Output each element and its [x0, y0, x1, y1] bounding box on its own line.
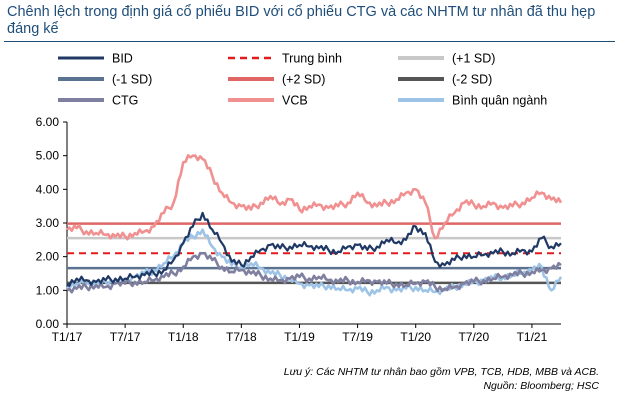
series-line-b-nh-qu-n-ng-nh	[66, 228, 563, 297]
x-tick-label: T7/20	[458, 330, 489, 344]
series-line-ctg	[66, 251, 562, 294]
x-tick-label: T1/20	[400, 330, 431, 344]
source-text: Nguồn: Bloomberg; HSC	[483, 380, 599, 392]
legend-label: (-2 SD)	[452, 73, 492, 87]
legend-label: (+2 SD)	[282, 73, 325, 87]
series-lines	[66, 154, 563, 297]
x-tick-label: T1/17	[52, 330, 83, 344]
legend-label: (-1 SD)	[112, 73, 152, 87]
x-tick-label: T7/18	[226, 330, 257, 344]
note-text: Lưu ý: Các NHTM tư nhân bao gồm VPB, TCB…	[283, 366, 599, 378]
y-tick-label: 2.00	[36, 250, 60, 264]
x-tick-label: T7/19	[342, 330, 373, 344]
series-line-bid	[66, 211, 562, 287]
x-tick-label: T7/17	[110, 330, 141, 344]
title-underline	[4, 41, 615, 42]
x-tick-label: T1/18	[168, 330, 199, 344]
legend: BID Trung bình (+1 SD) (-1 SD) (+2 SD) (-2 SD…	[58, 52, 547, 108]
legend-label: BID	[112, 52, 133, 66]
y-tick-label: 1.00	[36, 283, 60, 297]
legend-label: CTG	[112, 94, 138, 108]
legend-label: Bình quân ngành	[452, 94, 547, 108]
y-tick-label: 0.00	[36, 317, 60, 331]
chart-title: Chênh lệch trong định giá cổ phiếu BID v…	[7, 4, 596, 37]
footnote: Lưu ý: Các NHTM tư nhân bao gồm VPB, TCB…	[284, 365, 599, 393]
legend-label: (+1 SD)	[452, 52, 495, 66]
legend-label: Trung bình	[282, 52, 342, 66]
legend-label: VCB	[282, 94, 308, 108]
y-tick-label: 6.00	[36, 115, 60, 129]
x-tick-label: T1/21	[517, 330, 548, 344]
y-tick-label: 3.00	[36, 216, 60, 230]
x-tick-label: T1/19	[284, 330, 315, 344]
series-line-vcb	[66, 154, 563, 241]
axes: 0.00 1.00 2.00 3.00 4.00 5.00 6.00 T1/17 T7/17 T1…	[36, 115, 561, 344]
y-tick-label: 4.00	[36, 182, 60, 196]
y-tick-label: 5.00	[36, 149, 60, 163]
